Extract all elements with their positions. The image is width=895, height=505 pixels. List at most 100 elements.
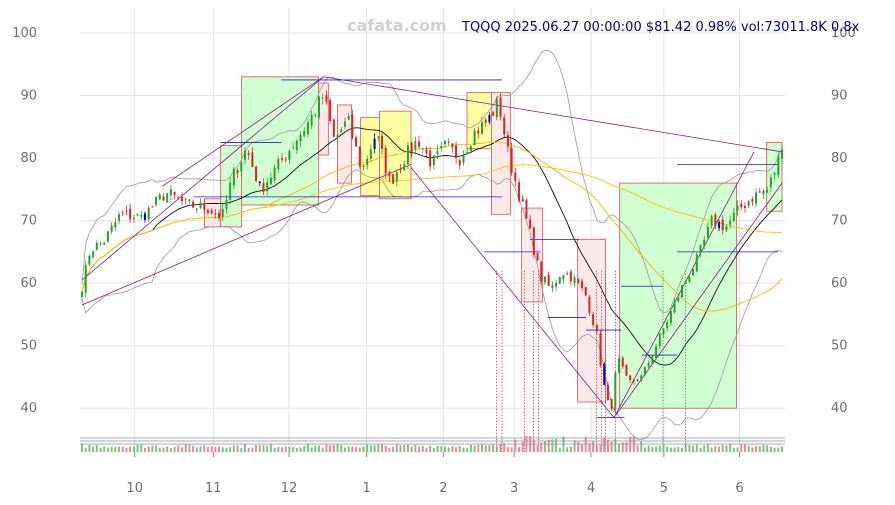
candle-body xyxy=(347,115,350,120)
candle-body xyxy=(343,121,346,127)
x-tick-label: 2 xyxy=(439,481,447,496)
candle-body xyxy=(725,226,728,231)
volume-bar xyxy=(129,446,132,452)
volume-bar xyxy=(395,444,398,452)
volume-bar xyxy=(484,445,487,452)
candle-body xyxy=(599,333,602,366)
volume-bar xyxy=(269,444,272,452)
y-tick-label-left: 50 xyxy=(20,339,37,354)
volume-bar xyxy=(721,444,724,452)
volume-bar xyxy=(199,446,202,452)
volume-bar xyxy=(299,447,302,452)
volume-bar xyxy=(88,444,91,452)
candle-body xyxy=(751,199,754,202)
candle-body xyxy=(766,189,769,193)
candle-body xyxy=(584,287,587,296)
volume-bar xyxy=(595,445,598,452)
trend-line xyxy=(613,151,755,418)
candle-body xyxy=(262,183,265,192)
candle-body xyxy=(577,278,580,284)
volume-bar xyxy=(214,446,217,452)
y-tick-label-left: 60 xyxy=(20,276,37,291)
candle-body xyxy=(406,145,409,165)
volume-bar xyxy=(506,447,509,452)
candle-body xyxy=(495,98,498,118)
volume-bar xyxy=(103,446,106,452)
volume-bar xyxy=(351,446,354,452)
volume-bar xyxy=(540,442,543,452)
candle-body xyxy=(351,114,354,138)
candle-body xyxy=(384,148,387,174)
volume-bar xyxy=(632,436,635,452)
volume-bar xyxy=(447,447,450,452)
volume-bar xyxy=(321,447,324,452)
candle-body xyxy=(610,399,613,409)
volume-bar xyxy=(729,444,732,452)
candle-body xyxy=(636,380,639,382)
volume-bar xyxy=(740,444,743,452)
candle-body xyxy=(473,130,476,146)
candle-body xyxy=(95,242,98,250)
bollinger-bands xyxy=(81,49,783,440)
volume-bar xyxy=(106,447,109,452)
candle-body xyxy=(521,198,524,202)
volume-bar xyxy=(643,447,646,452)
candle-body xyxy=(614,372,617,411)
candle-body xyxy=(210,210,213,214)
volume-bar xyxy=(455,447,458,452)
y-tick-label-left: 90 xyxy=(20,89,37,104)
volume-bar xyxy=(332,445,335,452)
candle-body xyxy=(192,201,195,208)
volume-bars xyxy=(80,436,785,452)
volume-bar xyxy=(458,445,461,452)
x-tick-label: 12 xyxy=(281,481,298,496)
candle-body xyxy=(155,196,158,205)
volume-bar xyxy=(473,445,476,452)
volume-bar xyxy=(614,439,617,452)
volume-bar xyxy=(414,444,417,452)
volume-bar xyxy=(262,445,265,452)
candle-body xyxy=(143,213,146,220)
candle-body xyxy=(666,322,669,329)
candle-body xyxy=(218,213,221,219)
volume-bar xyxy=(280,447,284,452)
volume-bar xyxy=(499,444,502,452)
candle-body xyxy=(403,164,406,170)
candle-body xyxy=(247,152,250,155)
candle-body xyxy=(710,216,713,226)
volume-bar xyxy=(92,446,95,452)
volume-bar xyxy=(451,446,454,452)
ma-fast xyxy=(81,127,783,366)
candle-body xyxy=(736,205,739,211)
volume-bar xyxy=(766,445,769,452)
y-tick-label-right: 40 xyxy=(831,401,848,416)
volume-bar xyxy=(684,444,687,452)
candle-body xyxy=(621,357,624,367)
candle-body xyxy=(421,148,424,150)
candle-body xyxy=(632,379,635,382)
volume-bar xyxy=(436,445,439,452)
candle-body xyxy=(492,112,495,116)
candle-body xyxy=(236,170,239,174)
candle-body xyxy=(688,276,691,283)
volume-bar xyxy=(266,445,269,452)
volume-bar xyxy=(692,445,695,452)
candle-body xyxy=(543,276,546,283)
candle-body xyxy=(80,291,84,297)
candle-body xyxy=(480,122,484,134)
candle-body xyxy=(288,150,291,160)
candle-body xyxy=(184,198,187,200)
candle-body xyxy=(647,362,650,367)
volume-bar xyxy=(514,439,517,452)
candle-body xyxy=(240,162,243,172)
volume-bar xyxy=(343,447,346,452)
candle-body xyxy=(569,271,572,282)
candle-body xyxy=(177,197,180,199)
volume-bar xyxy=(732,447,735,452)
volume-bar xyxy=(443,446,446,452)
volume-bar xyxy=(325,444,328,452)
candle-body xyxy=(643,367,646,375)
volume-bar xyxy=(758,446,761,452)
volume-bar xyxy=(140,444,143,452)
volume-bar xyxy=(769,446,772,452)
